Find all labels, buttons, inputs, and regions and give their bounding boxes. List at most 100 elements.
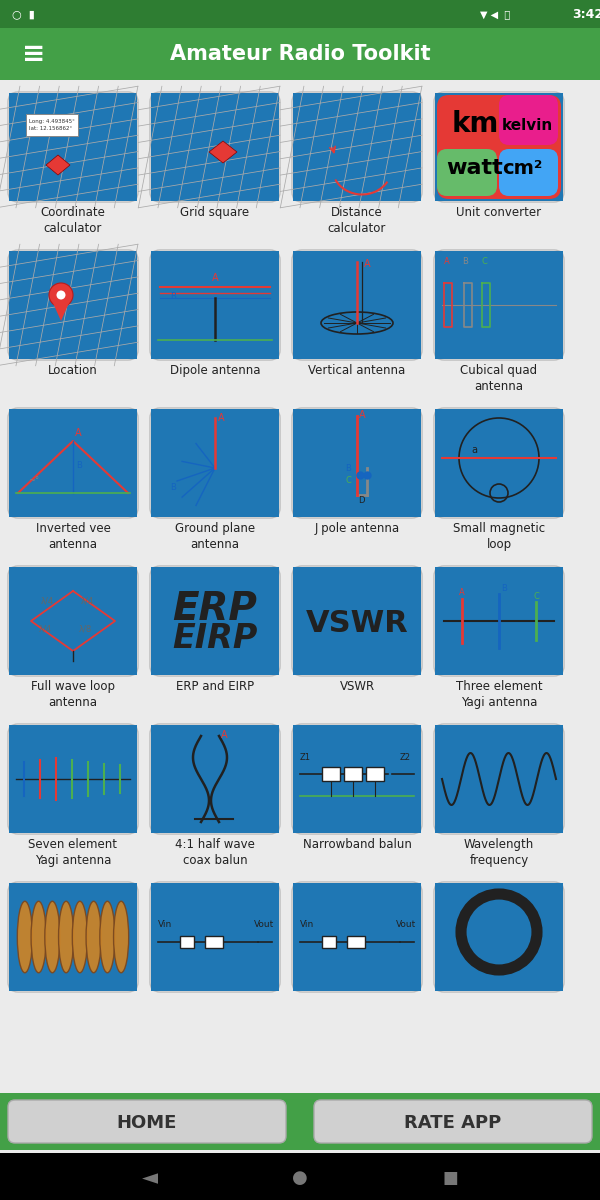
Bar bbox=[293, 251, 421, 359]
Ellipse shape bbox=[73, 901, 88, 973]
Bar bbox=[9, 251, 137, 359]
Bar bbox=[0, 1153, 600, 1200]
FancyBboxPatch shape bbox=[150, 724, 280, 834]
Text: ERP: ERP bbox=[173, 590, 257, 628]
FancyBboxPatch shape bbox=[434, 250, 564, 360]
Text: Seven element
Yagi antenna: Seven element Yagi antenna bbox=[29, 838, 118, 866]
Text: D: D bbox=[358, 496, 365, 505]
Polygon shape bbox=[53, 302, 69, 320]
Text: Vout: Vout bbox=[254, 920, 274, 929]
FancyBboxPatch shape bbox=[8, 250, 138, 360]
Text: C: C bbox=[534, 592, 540, 601]
Text: B: B bbox=[501, 584, 507, 593]
Text: 3:42: 3:42 bbox=[572, 7, 600, 20]
Text: Full wave loop
antenna: Full wave loop antenna bbox=[31, 680, 115, 709]
Bar bbox=[151, 725, 279, 833]
Ellipse shape bbox=[45, 901, 60, 973]
Bar bbox=[9, 566, 137, 674]
FancyBboxPatch shape bbox=[292, 408, 422, 518]
Text: B: B bbox=[76, 461, 82, 470]
FancyBboxPatch shape bbox=[292, 724, 422, 834]
Text: ●: ● bbox=[292, 1169, 308, 1187]
Bar bbox=[180, 936, 194, 948]
Bar bbox=[293, 883, 421, 991]
Bar bbox=[151, 251, 279, 359]
FancyBboxPatch shape bbox=[292, 566, 422, 676]
FancyBboxPatch shape bbox=[434, 882, 564, 992]
Text: C: C bbox=[482, 257, 488, 266]
Bar bbox=[9, 725, 137, 833]
Bar bbox=[435, 725, 563, 833]
Text: Amateur Radio Toolkit: Amateur Radio Toolkit bbox=[170, 44, 430, 64]
Text: Small magnetic
loop: Small magnetic loop bbox=[453, 522, 545, 551]
Text: Vertical antenna: Vertical antenna bbox=[308, 364, 406, 377]
Bar bbox=[0, 1093, 600, 1150]
Ellipse shape bbox=[17, 901, 32, 973]
Text: A: A bbox=[221, 730, 227, 740]
Bar bbox=[0, 28, 600, 80]
Ellipse shape bbox=[59, 901, 74, 973]
FancyBboxPatch shape bbox=[314, 1100, 592, 1142]
Text: B: B bbox=[462, 257, 468, 266]
Bar bbox=[0, 0, 600, 28]
FancyBboxPatch shape bbox=[8, 92, 138, 202]
Text: VSWR: VSWR bbox=[305, 610, 409, 638]
Bar bbox=[322, 767, 340, 781]
Text: J pole antenna: J pole antenna bbox=[314, 522, 400, 535]
Ellipse shape bbox=[100, 901, 115, 973]
Bar bbox=[293, 566, 421, 674]
FancyBboxPatch shape bbox=[8, 724, 138, 834]
Ellipse shape bbox=[86, 901, 101, 973]
Text: Dipole antenna: Dipole antenna bbox=[170, 364, 260, 377]
Bar bbox=[366, 767, 384, 781]
Bar bbox=[347, 936, 365, 948]
Text: cm²: cm² bbox=[502, 158, 542, 178]
Bar bbox=[9, 409, 137, 517]
Text: Narrowband balun: Narrowband balun bbox=[302, 838, 412, 851]
Text: Three element
Yagi antenna: Three element Yagi antenna bbox=[455, 680, 542, 709]
Text: ◄: ◄ bbox=[142, 1168, 158, 1188]
Text: λ/4: λ/4 bbox=[81, 596, 94, 605]
FancyBboxPatch shape bbox=[8, 408, 138, 518]
Text: λ/4: λ/4 bbox=[39, 624, 52, 634]
Bar bbox=[435, 883, 563, 991]
Text: Z1: Z1 bbox=[300, 754, 311, 762]
Text: watt: watt bbox=[446, 158, 503, 178]
Bar bbox=[151, 92, 279, 200]
Text: Z2: Z2 bbox=[400, 754, 411, 762]
Text: ■: ■ bbox=[442, 1169, 458, 1187]
Text: Coordinate
calculator: Coordinate calculator bbox=[41, 206, 106, 235]
Bar bbox=[322, 936, 336, 948]
Text: Unit converter: Unit converter bbox=[457, 206, 542, 218]
FancyBboxPatch shape bbox=[437, 149, 497, 196]
Text: Grid square: Grid square bbox=[181, 206, 250, 218]
FancyBboxPatch shape bbox=[150, 92, 280, 202]
FancyBboxPatch shape bbox=[434, 408, 564, 518]
Text: A: A bbox=[75, 428, 82, 438]
Bar bbox=[151, 566, 279, 674]
Text: A: A bbox=[359, 410, 365, 420]
Text: Vout: Vout bbox=[396, 920, 416, 929]
Text: Wavelength
frequency: Wavelength frequency bbox=[464, 838, 534, 866]
Text: B: B bbox=[170, 292, 176, 301]
FancyBboxPatch shape bbox=[292, 250, 422, 360]
FancyBboxPatch shape bbox=[434, 92, 564, 202]
Text: C: C bbox=[345, 476, 351, 485]
Text: A: A bbox=[218, 413, 224, 422]
Text: Vin: Vin bbox=[158, 920, 172, 929]
Text: λ/4: λ/4 bbox=[41, 596, 54, 605]
Bar bbox=[205, 936, 223, 948]
Bar bbox=[435, 92, 563, 200]
Text: B: B bbox=[170, 482, 176, 492]
Bar bbox=[26, 114, 78, 136]
Text: RATE APP: RATE APP bbox=[404, 1114, 502, 1132]
Bar bbox=[435, 409, 563, 517]
Text: ▼ ◀  🔋: ▼ ◀ 🔋 bbox=[480, 8, 510, 19]
Ellipse shape bbox=[113, 901, 128, 973]
FancyBboxPatch shape bbox=[150, 250, 280, 360]
Bar bbox=[293, 92, 421, 200]
Text: lat: 12.156862°: lat: 12.156862° bbox=[29, 126, 72, 132]
FancyBboxPatch shape bbox=[434, 724, 564, 834]
Text: Location: Location bbox=[48, 364, 98, 377]
Text: HOME: HOME bbox=[117, 1114, 177, 1132]
